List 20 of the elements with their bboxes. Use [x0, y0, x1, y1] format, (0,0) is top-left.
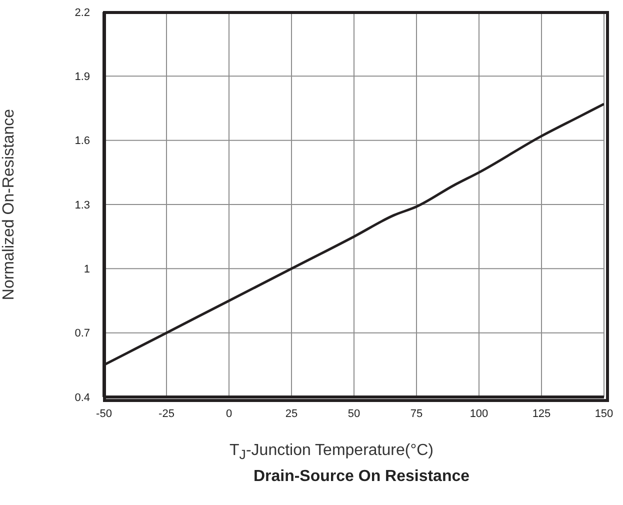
y-axis-title: Normalized On-Resistance: [0, 108, 18, 300]
x-tick-label: 150: [594, 408, 614, 420]
x-tick-label: -50: [96, 408, 112, 420]
x-tick-label: 25: [285, 408, 298, 420]
y-tick-label: 2.2: [74, 6, 90, 19]
x-tick-label: 50: [348, 408, 360, 420]
x-tick-label: 0: [226, 408, 232, 420]
x-tick-label: -25: [158, 408, 174, 420]
y-tick-label: 1.9: [74, 71, 90, 84]
y-tick-label: 0.7: [74, 328, 90, 340]
y-tick-label: 1.3: [74, 199, 90, 212]
x-tick-label: 100: [470, 408, 488, 420]
y-tick-label: 0.4: [74, 392, 90, 404]
x-tick-label: 75: [410, 408, 423, 420]
line-series: [104, 102, 604, 366]
y-tick-label: 1.6: [74, 135, 90, 148]
text: Drain-Source On Resistance: [252, 468, 471, 486]
x-tick-label: 125: [532, 408, 551, 420]
x-axis-title: T$_{J}$-Junction Temperature(°C): [228, 442, 434, 462]
y-tick-label: 1: [84, 264, 90, 276]
